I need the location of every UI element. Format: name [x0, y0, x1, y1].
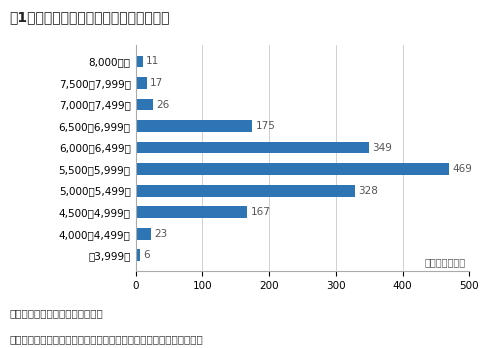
Text: 図1：高齢者の介護保険料を巡る地域格差: 図1：高齢者の介護保険料を巡る地域格差 — [10, 10, 170, 24]
Text: 注：月額基準保険料であり、実際の保険料負担は所得水準で異なる。: 注：月額基準保険料であり、実際の保険料負担は所得水準で異なる。 — [10, 334, 203, 344]
Bar — [136, 77, 147, 89]
Text: 17: 17 — [150, 78, 164, 88]
Text: 11: 11 — [146, 56, 159, 66]
Text: 単位：市町村数: 単位：市町村数 — [425, 257, 466, 267]
Text: 26: 26 — [156, 100, 169, 110]
Text: 175: 175 — [256, 121, 275, 131]
Text: 328: 328 — [358, 185, 378, 196]
Bar — [136, 185, 355, 197]
Bar — [136, 206, 247, 218]
Text: 6: 6 — [143, 250, 150, 260]
Bar — [136, 120, 253, 132]
Text: 349: 349 — [372, 143, 392, 152]
Text: 469: 469 — [452, 164, 472, 174]
Bar — [136, 228, 151, 240]
Text: 出典：厚生労働省資料を基に作成: 出典：厚生労働省資料を基に作成 — [10, 308, 104, 318]
Text: 167: 167 — [250, 207, 270, 217]
Bar — [136, 249, 139, 261]
Bar — [136, 98, 153, 110]
Text: 23: 23 — [154, 229, 167, 239]
Bar — [136, 163, 449, 175]
Bar — [136, 142, 369, 153]
Bar — [136, 56, 143, 68]
